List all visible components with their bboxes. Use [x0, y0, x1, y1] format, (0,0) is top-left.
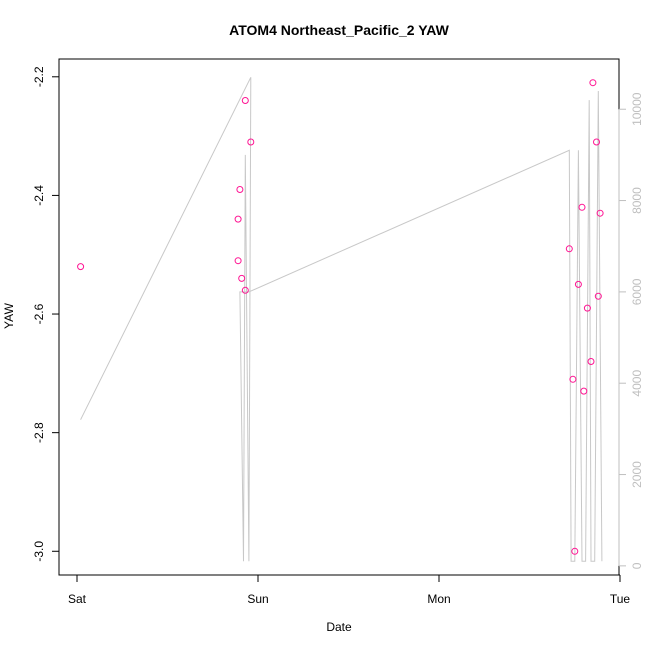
data-point-15: [587, 358, 595, 365]
y-tick-label-1: -2.8: [32, 422, 46, 443]
data-point-11: [574, 280, 582, 288]
x-tick-label-2: Mon: [427, 592, 450, 606]
y2-tick-label-1: 2000: [630, 461, 644, 488]
right-y-axis: 0 2000 4000 6000 8000 10000: [618, 92, 644, 569]
y-tick-label-3: -2.4: [32, 185, 46, 206]
x-tick-label-1: Sun: [247, 592, 268, 606]
data-point-9: [569, 375, 577, 383]
data-point-10: [571, 547, 579, 555]
line-layer: [80, 77, 603, 562]
x-axis-label: Date: [326, 620, 352, 634]
data-point-17: [593, 138, 600, 146]
x-axis: Sat Sun Mon Tue: [68, 574, 631, 606]
data-point-5: [241, 286, 249, 294]
data-point-7: [247, 138, 255, 146]
data-point-0: [77, 263, 85, 271]
data-point-6: [241, 97, 249, 104]
data-point-3: [236, 186, 244, 193]
chart-title: ATOM4 Northeast_Pacific_2 YAW: [229, 22, 449, 38]
y2-tick-label-0: 0: [630, 562, 644, 569]
data-point-19: [596, 209, 604, 217]
x-tick-label-3: Tue: [610, 592, 631, 606]
plot-frame: [58, 58, 620, 576]
y-axis: -3.0 -2.8 -2.6 -2.4 -2.2: [32, 66, 60, 562]
data-point-8: [565, 245, 573, 253]
data-point-4: [238, 274, 246, 282]
y-axis-label: YAW: [2, 302, 16, 329]
data-point-2: [234, 257, 242, 265]
data-point-16: [589, 79, 597, 87]
data-point-1: [234, 215, 242, 223]
y2-tick-label-3: 6000: [630, 278, 644, 305]
y-tick-label-2: -2.6: [32, 303, 46, 324]
y2-tick-label-4: 8000: [630, 187, 644, 214]
data-point-18: [594, 292, 602, 300]
y2-tick-label-2: 4000: [630, 370, 644, 397]
y-tick-label-0: -3.0: [32, 541, 46, 562]
points-layer: [77, 79, 604, 555]
y-tick-label-4: -2.2: [32, 66, 46, 87]
x-tick-label-0: Sat: [68, 592, 87, 606]
series-line: [80, 77, 603, 562]
data-point-14: [583, 304, 591, 312]
data-point-13: [580, 387, 588, 395]
data-point-12: [578, 203, 586, 211]
y2-tick-label-5: 10000: [630, 92, 644, 126]
